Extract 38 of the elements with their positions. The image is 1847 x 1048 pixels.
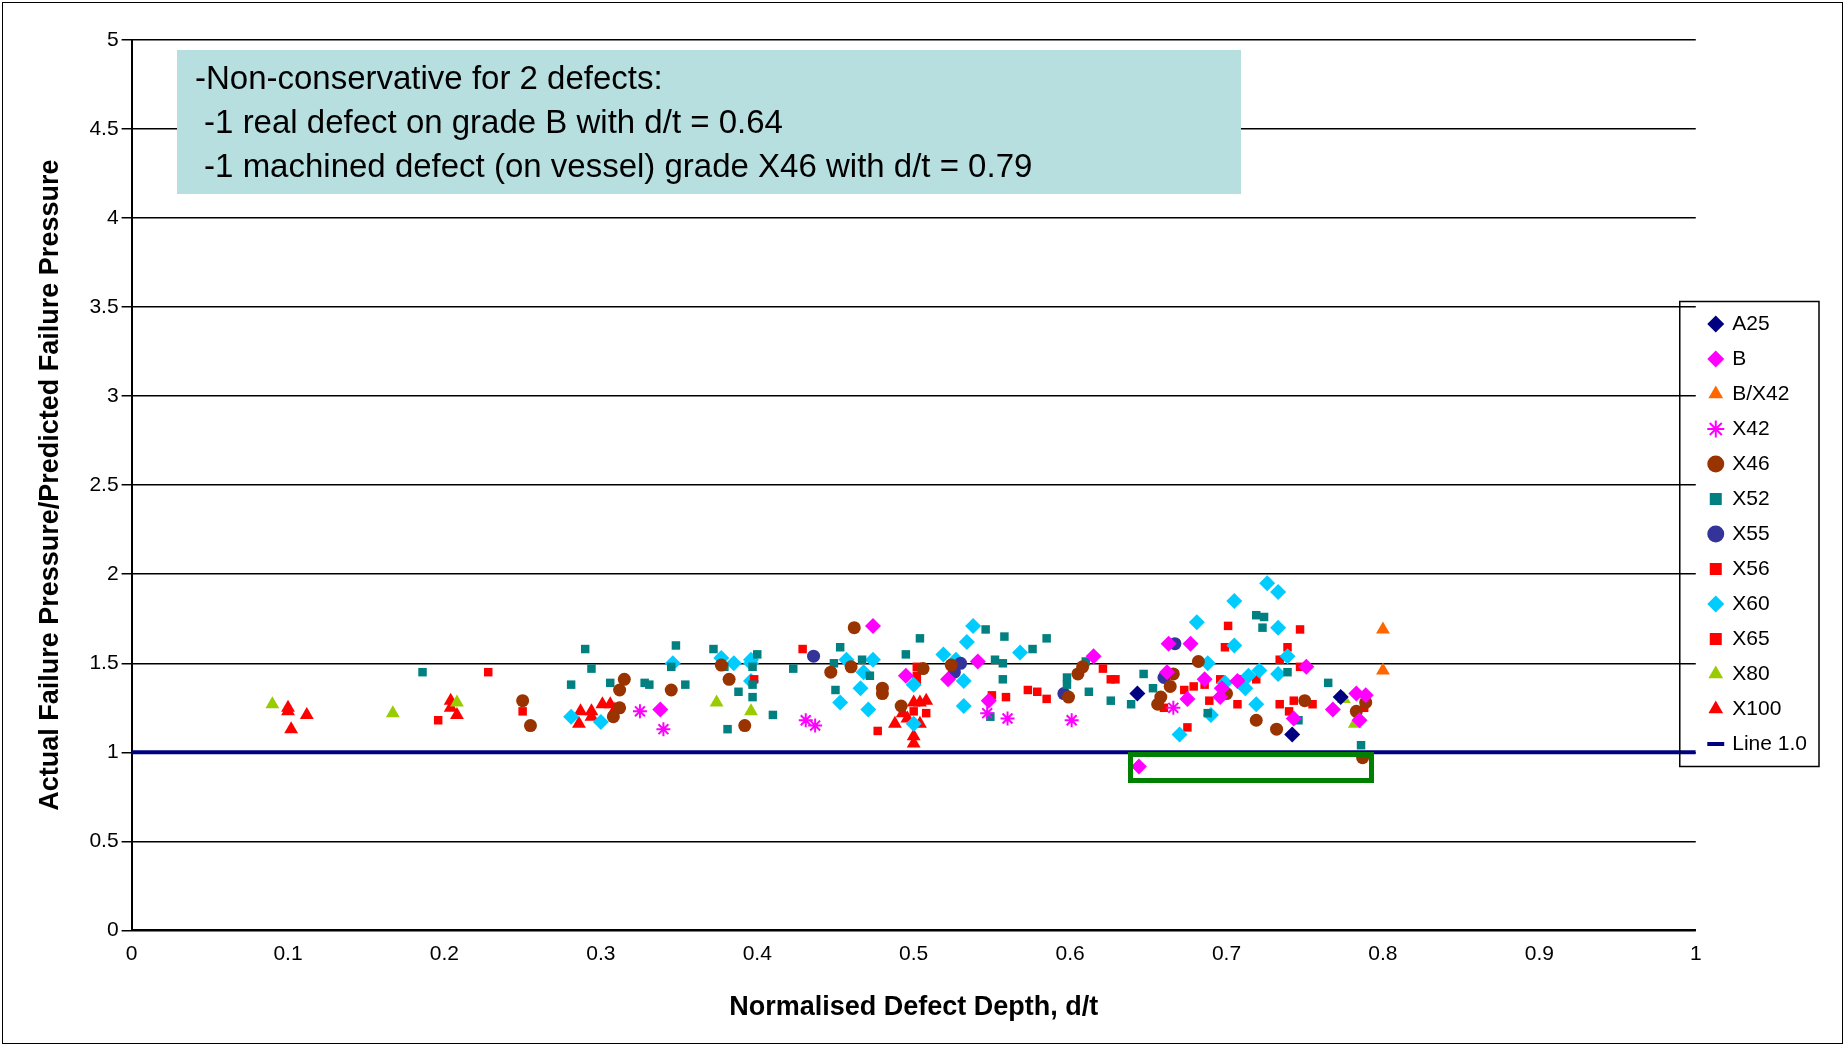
x-tick-label: 0.7 xyxy=(1211,940,1242,964)
legend-label: X65 xyxy=(1732,625,1770,649)
legend-label: X100 xyxy=(1732,695,1782,719)
x-tick-label: 0.2 xyxy=(429,940,460,964)
x-axis-title: Normalised Defect Depth, d/t xyxy=(729,991,1099,1022)
legend-label: B/X42 xyxy=(1732,380,1790,404)
y-tick-label: 1.5 xyxy=(89,650,119,674)
legend-label: X42 xyxy=(1732,415,1770,439)
legend-label: A25 xyxy=(1732,310,1770,334)
y-tick-label: 4.5 xyxy=(89,115,119,139)
y-tick-label: 3.5 xyxy=(89,293,119,317)
x-tick-label: 0.1 xyxy=(273,940,303,964)
x-tick-label: 0.8 xyxy=(1368,940,1398,964)
y-tick-label: 3 xyxy=(106,382,119,406)
y-tick-label: 0.5 xyxy=(89,828,119,852)
x-tick-label: 0.6 xyxy=(1055,940,1085,964)
y-tick-label: 2 xyxy=(106,561,119,585)
legend-label: X60 xyxy=(1732,590,1770,614)
legend-label: X55 xyxy=(1732,520,1770,544)
y-tick-label: 5 xyxy=(106,26,119,50)
text-box: -Non-conservative for 2 defects: -1 real defect on grade B with d/t = 0.64 -1 machined defect (on vessel) grade X46 with d/t = 0.79 xyxy=(176,49,1241,194)
legend-label: Line 1.0 xyxy=(1732,730,1807,754)
y-tick-label: 0 xyxy=(106,917,119,941)
x-tick-label: 0.5 xyxy=(899,940,929,964)
x-tick-label: 0.4 xyxy=(742,940,773,964)
legend-label: X56 xyxy=(1732,555,1770,579)
x-tick-label: 0.3 xyxy=(586,940,616,964)
x-tick-label: 0 xyxy=(125,940,138,964)
y-axis-title: Actual Failure Pressure/Predicted Failure Pressure xyxy=(33,159,64,811)
legend-label: B xyxy=(1732,345,1747,369)
x-tick-label: 0.9 xyxy=(1524,940,1554,964)
y-tick-label: 1 xyxy=(106,739,119,763)
y-tick-label: 4 xyxy=(106,204,119,228)
x-tick-label: 1 xyxy=(1689,940,1702,964)
y-tick-label: 2.5 xyxy=(89,472,119,495)
legend-label: X52 xyxy=(1732,485,1770,509)
legend-label: X46 xyxy=(1732,450,1770,474)
legend-label: X80 xyxy=(1732,660,1770,684)
